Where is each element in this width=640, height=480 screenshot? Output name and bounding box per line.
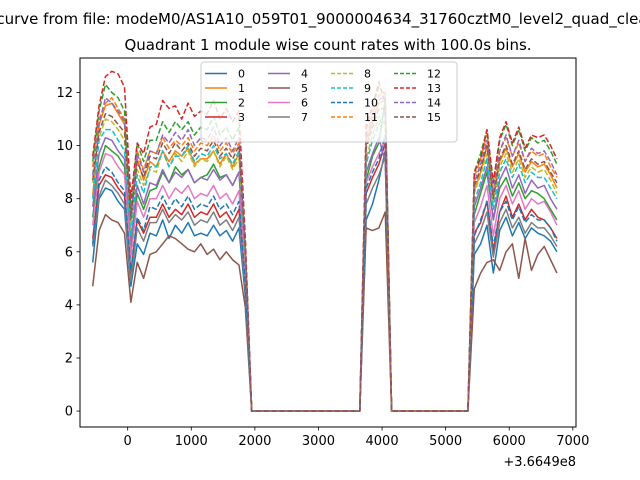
legend-label-0: 0 <box>238 68 245 81</box>
x-axis-offset-label: +3.6649e8 <box>503 455 576 470</box>
legend-label-3: 3 <box>238 111 245 124</box>
series-line-11 <box>91 91 558 412</box>
series-line-5 <box>91 211 558 412</box>
y-tick-label: 2 <box>65 351 73 366</box>
x-tick-label: 3000 <box>302 434 335 449</box>
legend-label-8: 8 <box>364 68 371 81</box>
x-axis: 0 1000 2000 3000 4000 5000 6000 7000 <box>124 427 589 449</box>
y-axis: 0 2 4 6 8 10 12 <box>56 86 80 420</box>
legend-label-6: 6 <box>301 97 308 110</box>
legend-label-7: 7 <box>301 111 308 124</box>
legend-label-11: 11 <box>364 111 378 124</box>
x-tick-label: 0 <box>124 434 132 449</box>
x-tick-label: 6000 <box>493 434 526 449</box>
y-tick-label: 12 <box>56 86 73 101</box>
y-tick-label: 6 <box>65 245 73 260</box>
legend-label-13: 13 <box>427 82 441 95</box>
x-tick-label: 2000 <box>238 434 271 449</box>
legend-label-2: 2 <box>238 97 245 110</box>
legend-label-14: 14 <box>427 97 441 110</box>
series-line-15 <box>91 107 558 412</box>
x-tick-label: 4000 <box>366 434 399 449</box>
y-tick-label: 8 <box>65 192 73 207</box>
y-tick-label: 0 <box>65 405 73 420</box>
legend-label-10: 10 <box>364 97 378 110</box>
axes-frame <box>79 57 577 428</box>
legend-frame <box>200 61 458 143</box>
legend-label-4: 4 <box>301 68 308 81</box>
series-line-13 <box>91 70 558 412</box>
x-tick-label: 5000 <box>429 434 462 449</box>
y-tick-label: 10 <box>56 139 73 154</box>
series-line-14 <box>91 94 558 412</box>
y-tick-label: 4 <box>65 298 73 313</box>
figure-suptitle: Light curve from file: modeM0/AS1A10_059… <box>0 10 640 29</box>
legend-label-9: 9 <box>364 82 371 95</box>
axes-title: Quadrant 1 module wise count rates with … <box>124 36 531 54</box>
legend-label-1: 1 <box>238 82 245 95</box>
series-line-7 <box>91 155 558 412</box>
legend-label-5: 5 <box>301 82 308 95</box>
series-line-10 <box>91 134 558 412</box>
plot-lines <box>91 70 558 412</box>
legend-label-12: 12 <box>427 68 441 81</box>
x-tick-label: 7000 <box>556 434 589 449</box>
series-line-6 <box>91 139 558 412</box>
x-tick-label: 1000 <box>175 434 208 449</box>
legend-label-15: 15 <box>427 111 441 124</box>
